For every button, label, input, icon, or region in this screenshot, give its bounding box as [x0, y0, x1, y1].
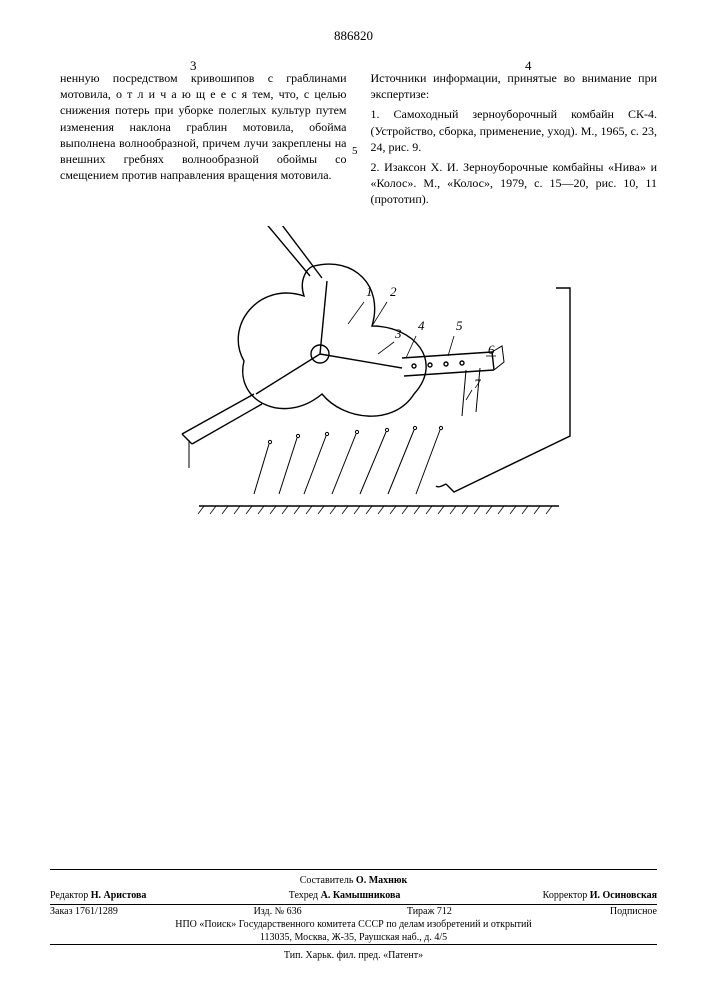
arm-bl — [182, 394, 262, 444]
crop-stems — [254, 426, 443, 494]
label-4: 4 — [418, 318, 425, 333]
figure-labels: 1 2 3 4 5 6 7 — [366, 284, 495, 391]
spoke-2 — [256, 354, 320, 394]
tirazh: Тираж 712 — [354, 905, 506, 918]
publisher-addr: 113035, Москва, Ж-35, Раушская наб., д. … — [50, 931, 657, 944]
printing-house: Тип. Харьк. фил. пред. «Патент» — [50, 949, 657, 962]
rivet — [460, 361, 464, 365]
techred-label: Техред — [289, 890, 318, 901]
figure-area: 1 2 3 4 5 6 7 — [0, 226, 707, 536]
label-2: 2 — [390, 284, 397, 299]
editor-name: Н. Аристова — [91, 890, 147, 901]
compiler-name: О. Махнюк — [356, 875, 407, 886]
label-3: 3 — [394, 326, 402, 341]
ref-1: 1. Самоходный зерноуборочный комбайн СК-… — [371, 106, 658, 155]
diagram-figure: 1 2 3 4 5 6 7 — [104, 226, 604, 536]
label-6: 6 — [488, 342, 495, 357]
ground-hatch — [198, 506, 552, 514]
col-number-left: 3 — [190, 58, 197, 74]
arm-top — [264, 226, 322, 278]
rivet — [444, 362, 448, 366]
rivet — [412, 364, 416, 368]
corrector-name: И. Осиновская — [590, 890, 657, 901]
left-column: ненную посредством кривошипов с граблина… — [60, 70, 347, 208]
spoke-1 — [320, 281, 327, 354]
patent-number: 886820 — [0, 0, 707, 50]
right-heading: Источники информации, принятые во вниман… — [371, 70, 658, 102]
right-column: Источники информации, принятые во вниман… — [371, 70, 658, 208]
editor-label: Редактор — [50, 890, 88, 901]
podpisnoe: Подписное — [505, 905, 657, 918]
footer-rule-top — [50, 869, 657, 870]
publisher-org: НПО «Поиск» Государственного комитета СС… — [50, 918, 657, 931]
label-5: 5 — [456, 318, 463, 333]
izd-number: Изд. № 636 — [202, 905, 354, 918]
compiler-label: Составитель — [300, 875, 354, 886]
footer-rule-bot — [50, 944, 657, 945]
footer: Составитель О. Махнюк Редактор Н. Аристо… — [50, 869, 657, 962]
order: Заказ 1761/1289 — [50, 905, 202, 918]
text-columns: ненную посредством кривошипов с граблина… — [0, 50, 707, 208]
label-1: 1 — [366, 284, 373, 299]
col-number-right: 4 — [525, 58, 532, 74]
corrector-label: Корректор — [543, 890, 588, 901]
rivet — [428, 363, 432, 367]
ref-2: 2. Изаксон Х. И. Зерноуборочные комбайны… — [371, 159, 658, 208]
tine-r1 — [462, 370, 466, 416]
label-7: 7 — [474, 376, 481, 391]
cutter-tip — [436, 484, 446, 487]
left-text: ненную посредством кривошипов с граблина… — [60, 71, 347, 182]
line-marker-5: 5 — [352, 145, 358, 157]
techred-name: А. Камышникова — [321, 890, 401, 901]
spoke-3 — [320, 354, 402, 368]
